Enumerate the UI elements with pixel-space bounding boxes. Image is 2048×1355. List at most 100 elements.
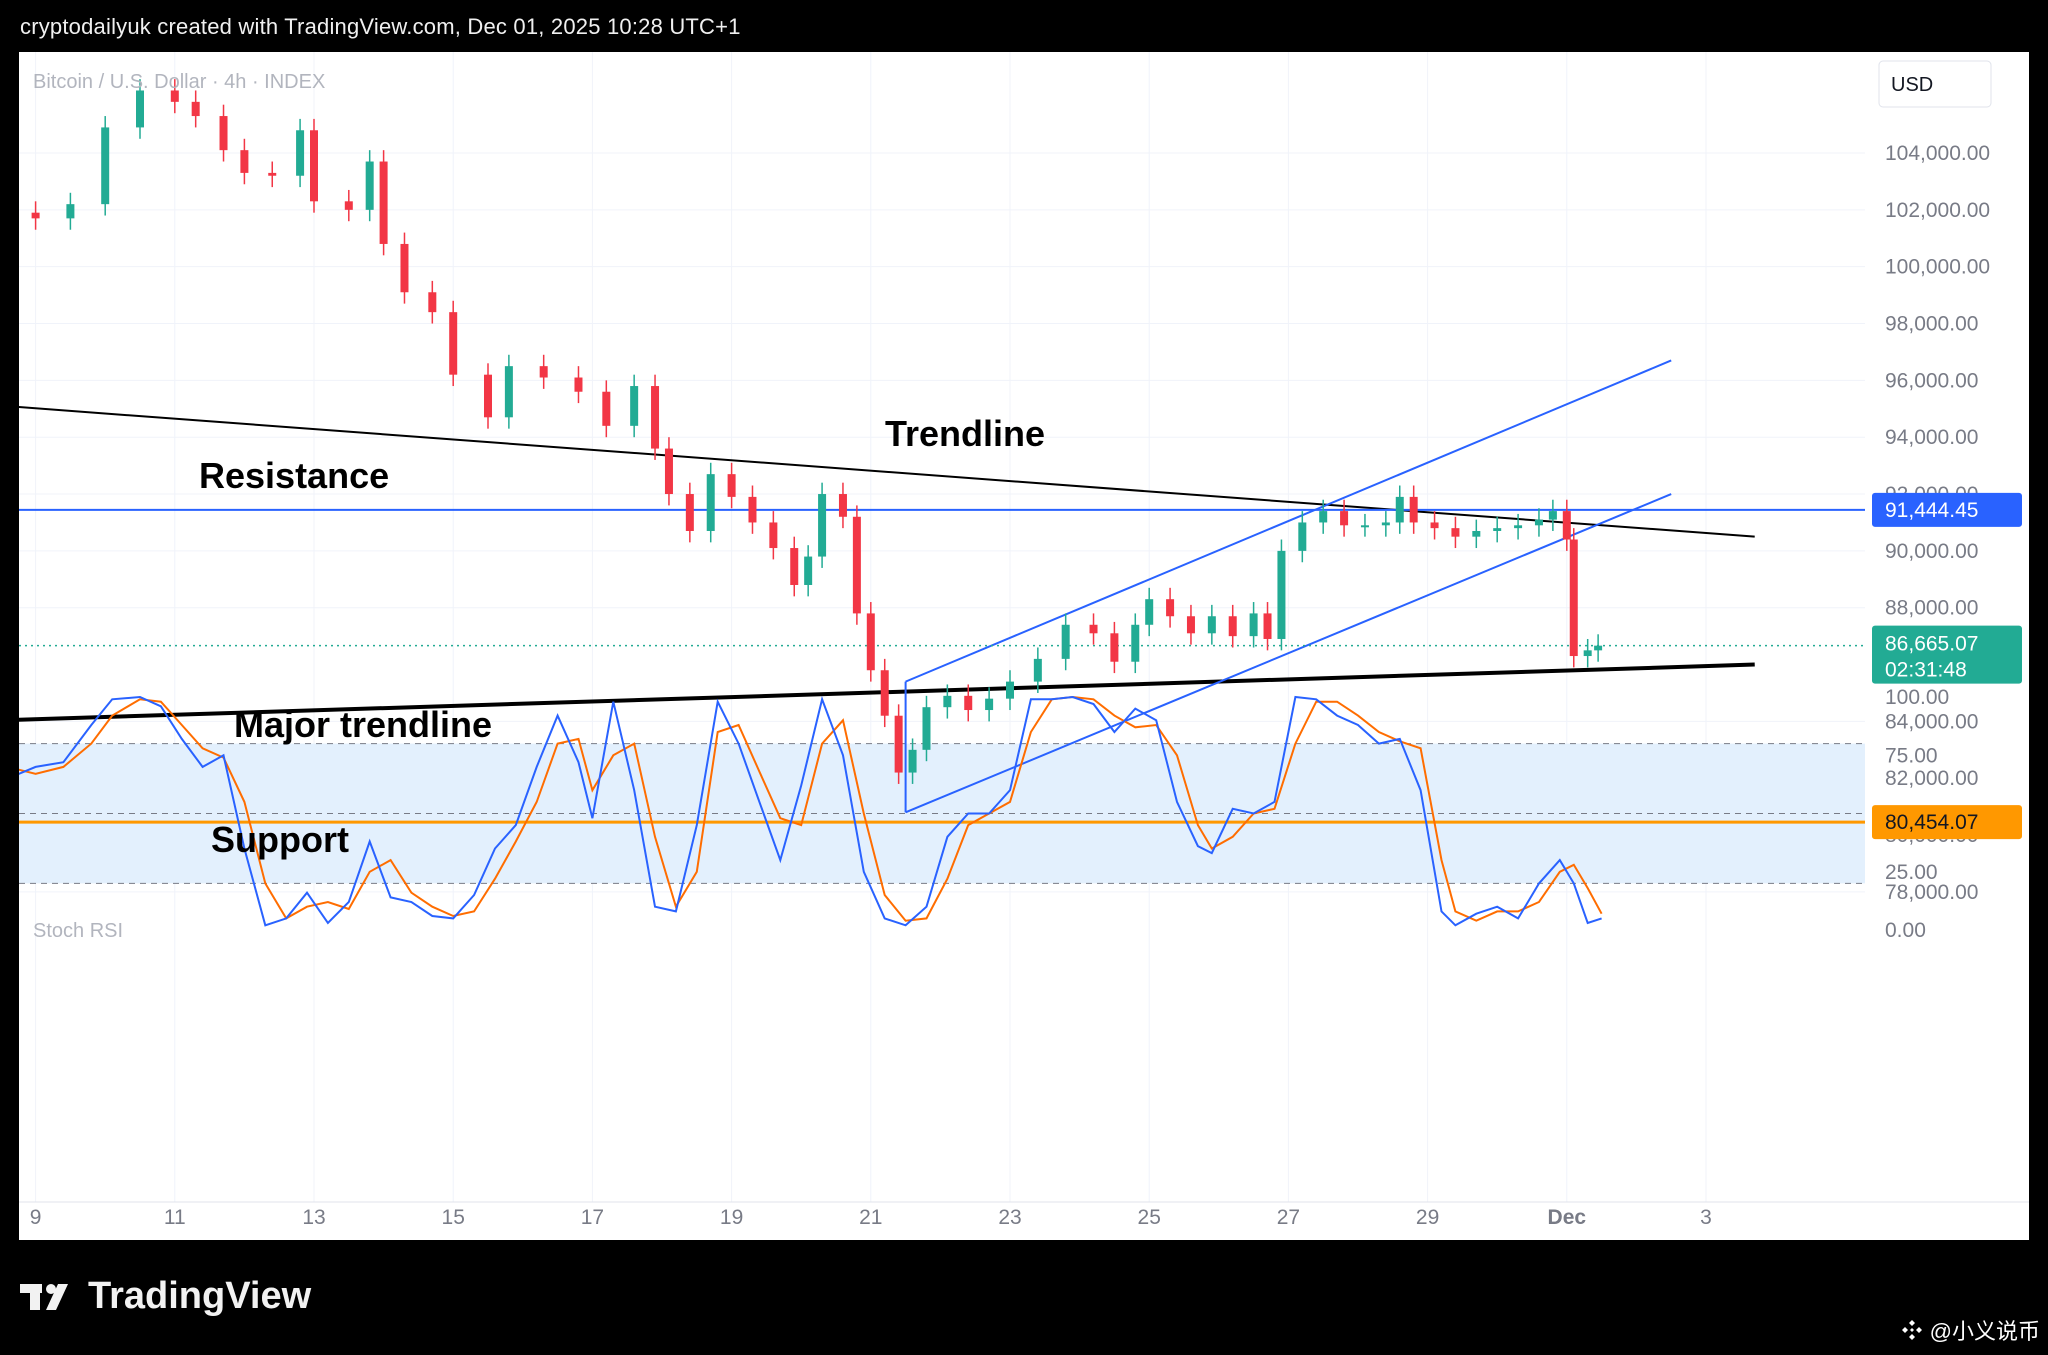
candle-body [769,522,778,549]
candle-body [1472,530,1481,537]
candle-body [1451,528,1460,537]
candle-body [484,374,492,418]
candle-body [838,494,847,517]
watermark-text: @小义说币 [1929,1319,2040,1344]
price-tick-label: 82,000.00 [1885,767,1978,790]
candle-body [344,201,353,210]
major-trendline [19,662,1755,722]
candle-body [1319,511,1328,523]
candle-body [1110,633,1119,662]
candle-body [240,150,249,173]
candle-body [1409,496,1418,523]
candle-body [880,670,889,716]
price-tick-label: 88,000.00 [1885,597,1978,620]
trendline-label: Trendline [885,413,1045,454]
time-axis[interactable]: 9 11 13 15 17 19 21 23 25 27 29 Dec 3 [30,1206,1712,1229]
candle-body [664,448,673,495]
tradingview-brand: TradingView [88,1275,312,1317]
candle-body [1395,496,1404,523]
time-tick-label: 15 [442,1206,465,1229]
candle-body [365,161,374,210]
support-price-tag: 80,454.07 [1872,805,2022,840]
candle-body [727,474,736,497]
candle-body [1298,522,1307,551]
stoch-k-line [19,695,1602,927]
tradingview-logo[interactable]: TradingView [20,1275,311,1318]
candle-body [1277,550,1286,639]
svg-text:02:31:48: 02:31:48 [1885,659,1967,682]
candle-body [651,386,660,449]
candle-body [428,292,437,313]
candle-body [1360,525,1369,528]
candle-body [1166,599,1175,617]
candle-body [1548,511,1557,520]
candle-body [894,715,903,773]
candle-body [1131,624,1140,662]
major-trendline-label: Major trendline [234,704,492,745]
candle-body [866,613,875,671]
candle-body [449,312,458,375]
candle-body [296,130,305,176]
candle-body [101,127,110,205]
time-tick-label: 9 [30,1206,42,1229]
candle-body [191,101,200,117]
candle-body [504,366,513,418]
binance-square-icon [1901,1320,1922,1340]
candle-body [630,386,639,426]
price-tick-label: 90,000.00 [1885,540,1978,563]
candle-body [1430,522,1439,529]
candle-body [922,707,931,750]
candle-body [400,243,409,293]
stoch-band-fill [19,743,1865,884]
resistance-label: Resistance [199,455,389,496]
time-tick-label: 29 [1416,1206,1439,1229]
candle-body [1228,616,1237,637]
candle-body [1514,525,1523,529]
currency-selector[interactable] [1878,60,1992,108]
candle-body [1263,613,1272,639]
stoch-band [19,743,1865,884]
price-chart-svg[interactable]: 104,000.00 102,000.00 100,000.00 98,000.00 9… [19,52,2029,1240]
candle-body [1562,511,1571,540]
candle-body [964,695,973,711]
candle-body [574,377,583,392]
candle-body [1006,681,1014,699]
currency-label[interactable]: USD [1891,74,1933,96]
time-tick-label: 13 [302,1206,325,1229]
resistance-price-tag: 91,444.45 [1872,492,2022,527]
candle-body [170,90,179,102]
candle-body [219,116,228,151]
candle-body [706,474,715,531]
grid-lines [19,52,2029,1203]
time-tick-label: 25 [1138,1206,1161,1229]
time-tick-label: 23 [998,1206,1021,1229]
time-tick-label: 17 [581,1206,604,1229]
channel-lower-line [905,493,1672,814]
trendline [19,406,1755,538]
candle-body [790,548,799,585]
candle-body [602,391,611,426]
candle-body [804,556,813,585]
candle-body [1583,650,1592,657]
candle-body [1061,624,1070,659]
price-tick-label: 84,000.00 [1885,710,1978,733]
candles [31,79,1603,784]
chart-panel[interactable]: 104,000.00 102,000.00 100,000.00 98,000.00 9… [19,52,2029,1240]
time-tick-label: 3 [1700,1206,1712,1229]
price-axis[interactable]: 104,000.00 102,000.00 100,000.00 98,000.00 9… [1885,142,1990,942]
candle-body [310,130,318,202]
time-tick-label: Dec [1548,1206,1587,1229]
price-tick-label: 78,000.00 [1885,881,1978,904]
candle-body [748,496,757,523]
candle-body [1569,539,1578,657]
candle-body [539,366,548,378]
stoch-d-line [19,695,1603,922]
stoch-tick-label: 0.00 [1885,919,1926,942]
candle-body [1493,528,1502,531]
candle-body [1089,624,1098,634]
annotation-lines [19,359,1865,824]
price-tick-label: 102,000.00 [1885,199,1990,222]
chart-attribution: cryptodailyuk created with TradingView.c… [20,14,741,39]
current-price-tag: 86,665.07 02:31:48 [1872,625,2022,684]
candle-body [818,494,827,557]
